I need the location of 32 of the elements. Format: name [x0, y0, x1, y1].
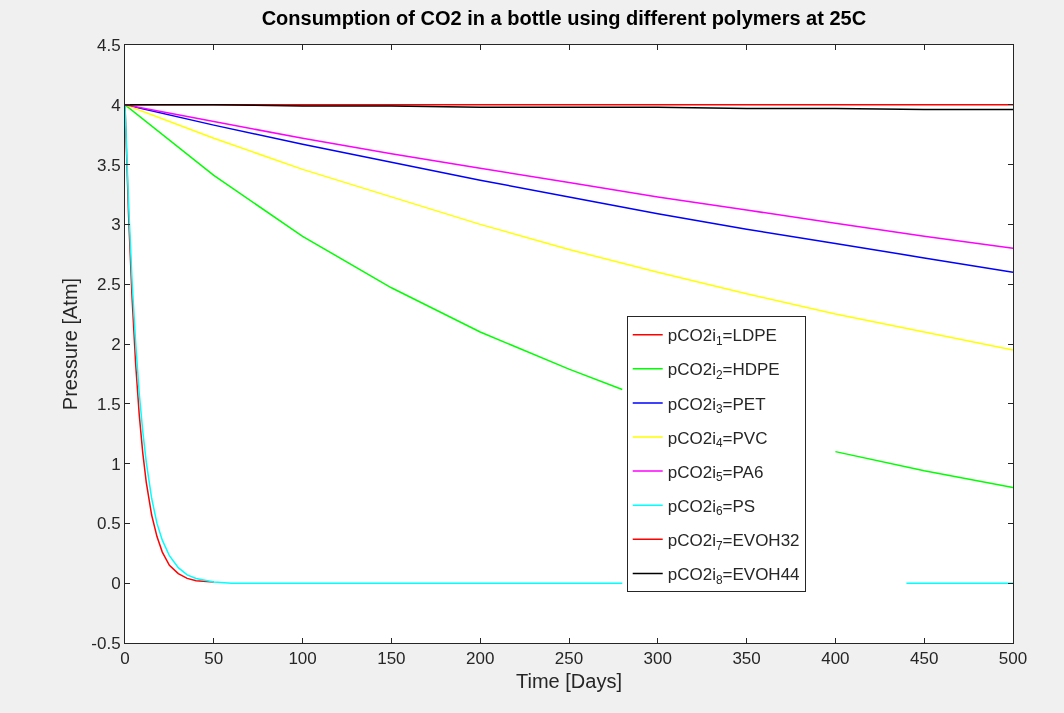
y-tick-label: 4.5 — [96, 35, 121, 55]
y-tick-label: 4 — [111, 95, 121, 115]
legend-label: pCO2i$_{1}$=LDPE — [667, 326, 777, 348]
chart-title: Consumption of CO2 in a bottle using different polymers at 25C — [261, 6, 867, 29]
legend-label: pCO2i$_{3}$=PET — [667, 394, 766, 417]
x-tick-label: 250 — [554, 649, 584, 669]
x-tick-label: 350 — [732, 649, 761, 669]
y-tick-label: 1.5 — [96, 394, 121, 414]
y-tick-label: 0 — [111, 574, 121, 594]
x-tick-label: 500 — [998, 649, 1028, 669]
legend-label: pCO2i$_{6}$=PS — [667, 496, 756, 519]
y-tick-label: 2 — [111, 334, 121, 354]
y-tick-label: -0.5 — [91, 633, 121, 653]
x-tick-label: 300 — [643, 649, 672, 669]
x-tick-label: 100 — [288, 649, 317, 669]
y-axis-title: Pressure [Atm] — [58, 277, 81, 411]
legend-label: pCO2i$_{8}$=EVOH44 — [667, 565, 800, 587]
x-tick-label: 50 — [204, 649, 224, 669]
y-tick-label: 3.5 — [96, 155, 121, 175]
x-tick-label: 400 — [821, 649, 850, 669]
legend-label: pCO2i$_{7}$=EVOH32 — [667, 530, 800, 553]
legend-label: pCO2i$_{4}$=PVC — [667, 428, 768, 451]
y-tick-label: 2.5 — [96, 275, 121, 295]
x-axis-title: Time [Days] — [516, 669, 622, 692]
x-tick-label: 200 — [466, 649, 495, 669]
x-tick-label: 150 — [377, 649, 406, 669]
y-tick-label: 0.5 — [96, 514, 121, 534]
x-tick-label: 450 — [910, 649, 939, 669]
y-tick-label: 3 — [111, 215, 121, 235]
legend-label: pCO2i$_{5}$=PA6 — [667, 462, 764, 485]
legend-label: pCO2i$_{2}$=HDPE — [667, 360, 780, 383]
y-tick-label: 1 — [111, 454, 121, 474]
